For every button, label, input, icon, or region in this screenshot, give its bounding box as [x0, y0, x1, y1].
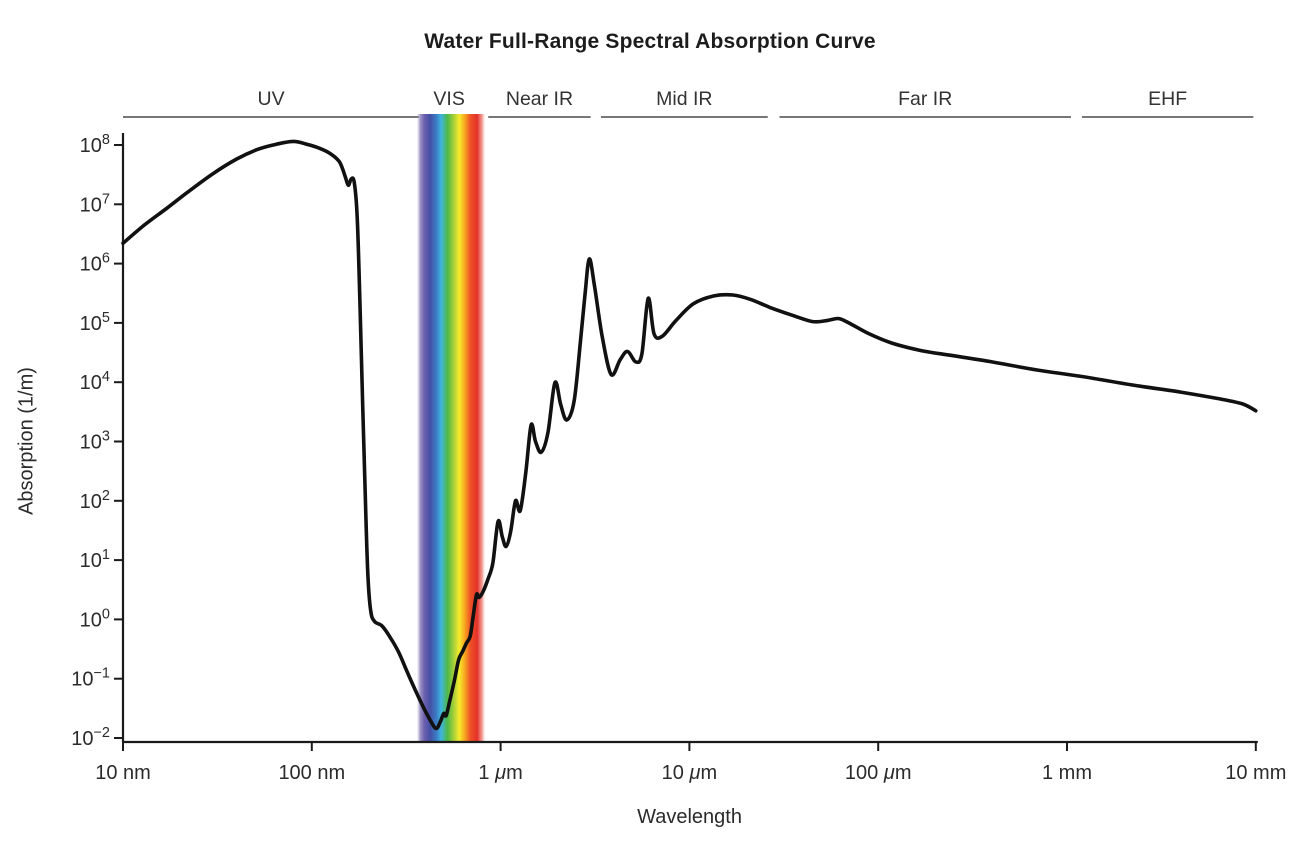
x-axis-label: Wavelength — [637, 806, 742, 828]
region-label: EHF — [1148, 88, 1187, 110]
y-tick-label: 10−2 — [71, 725, 110, 750]
absorption-curve — [121, 139, 1258, 731]
x-tick-label: 100 nm — [278, 762, 345, 784]
y-tick-label: 104 — [80, 369, 110, 394]
y-tick-label: 107 — [80, 191, 110, 216]
x-tick-label: 10 nm — [95, 762, 151, 784]
x-tick-label: 1 mm — [1042, 762, 1092, 784]
region-label: Mid IR — [656, 88, 712, 110]
y-tick-label: 103 — [80, 429, 110, 454]
y-tick-label: 105 — [80, 310, 110, 335]
y-tick-label: 102 — [80, 488, 110, 513]
x-tick-label: 100 μm — [845, 762, 912, 784]
y-tick-label: 10−1 — [71, 666, 110, 691]
x-tick-label: 10 mm — [1225, 762, 1286, 784]
region-label: Far IR — [898, 88, 952, 110]
y-tick-label: 100 — [80, 606, 110, 631]
axes: 10−2 10−1 100 101 102 103 104 105 106 107 108 10 nm… — [71, 132, 1286, 784]
region-brackets: UV VIS Near IR Mid IR Far IR EHF — [123, 88, 1254, 118]
chart-title: Water Full-Range Spectral Absorption Cur… — [424, 30, 876, 53]
y-axis-label: Absorption (1/m) — [15, 367, 38, 515]
y-tick-label: 101 — [80, 547, 110, 572]
region-label: VIS — [433, 88, 464, 110]
region-label: UV — [257, 88, 284, 110]
y-tick-label: 108 — [80, 132, 110, 157]
visible-spectrum-band — [416, 114, 487, 741]
region-label: Near IR — [506, 88, 573, 110]
x-tick-label: 1 μm — [478, 762, 522, 784]
y-tick-label: 106 — [80, 251, 110, 276]
x-tick-label: 10 μm — [662, 762, 717, 784]
